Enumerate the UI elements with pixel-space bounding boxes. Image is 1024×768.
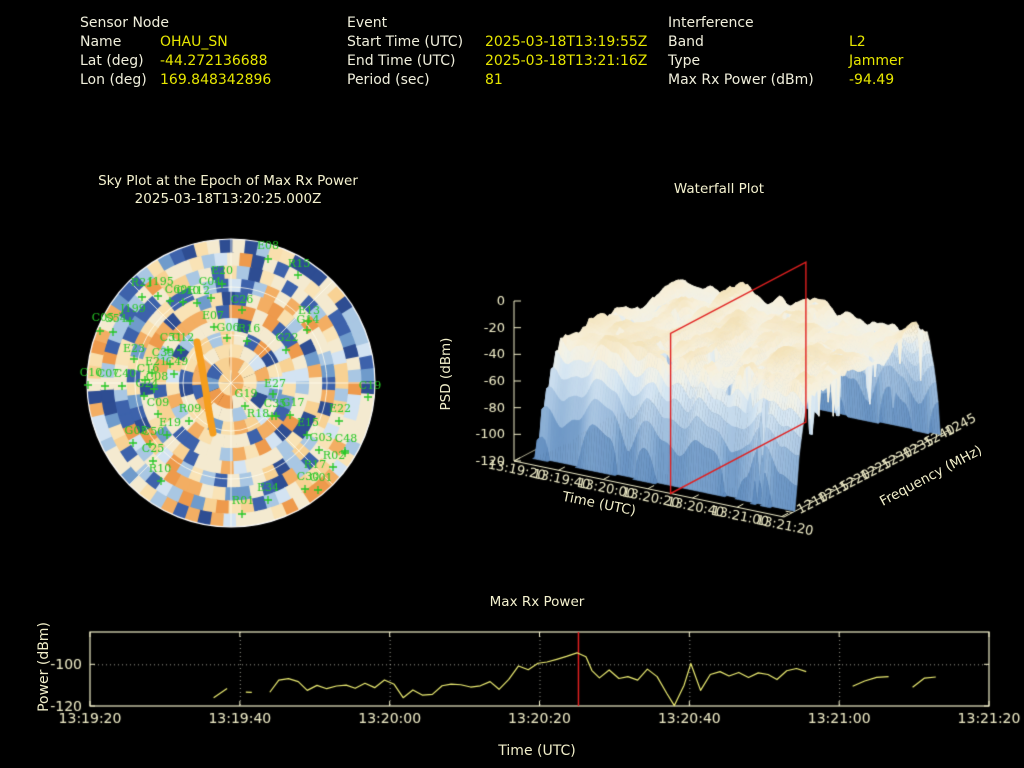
sensor-row-lat: Lat (deg) -44.272136688 — [80, 52, 271, 71]
rx-y-axis-label: Power (dBm) — [36, 622, 52, 712]
sensor-node-title: Sensor Node — [80, 15, 169, 31]
sensor-name-value: OHAU_SN — [160, 34, 228, 50]
interference-title: Interference — [668, 15, 754, 31]
event-row-start: Start Time (UTC) 2025-03-18T13:19:55Z — [347, 33, 647, 52]
interference-type-label: Type — [668, 53, 701, 69]
sensor-node-block: Sensor Node Name OHAU_SN Lat (deg) -44.272… — [80, 14, 271, 90]
waterfall-title: Waterfall Plot — [673, 181, 765, 197]
interference-type-value: Jammer — [849, 53, 904, 69]
sky-plot-canvas — [66, 218, 396, 548]
event-title: Event — [347, 15, 388, 31]
event-block: Event Start Time (UTC) 2025-03-18T13:19:5… — [347, 14, 647, 90]
event-period-label: Period (sec) — [347, 72, 430, 88]
interference-maxpower-value: -94.49 — [849, 72, 895, 88]
waterfall-z-axis-label: PSD (dBm) — [438, 337, 454, 411]
event-end-value: 2025-03-18T13:21:16Z — [485, 53, 648, 69]
sensor-lon-value: 169.848342896 — [160, 72, 272, 88]
sky-plot-subtitle: 2025-03-18T13:20:25.000Z — [134, 191, 322, 207]
event-row-end: End Time (UTC) 2025-03-18T13:21:16Z — [347, 52, 647, 71]
event-start-value: 2025-03-18T13:19:55Z — [485, 34, 648, 50]
interference-band-label: Band — [668, 34, 704, 50]
event-start-label: Start Time (UTC) — [347, 34, 464, 50]
event-end-label: End Time (UTC) — [347, 53, 456, 69]
rx-x-axis-label: Time (UTC) — [498, 743, 576, 759]
rx-chart-canvas — [28, 590, 1024, 768]
waterfall-canvas — [430, 230, 1024, 540]
sensor-row-lon: Lon (deg) 169.848342896 — [80, 71, 271, 90]
sensor-lon-label: Lon (deg) — [80, 72, 147, 88]
interference-band-value: L2 — [849, 34, 866, 50]
sky-plot-title: Sky Plot at the Epoch of Max Rx Power — [98, 173, 358, 189]
sensor-lat-value: -44.272136688 — [160, 53, 268, 69]
interference-row-type: Type Jammer — [668, 52, 903, 71]
event-period-value: 81 — [485, 72, 503, 88]
sensor-name-label: Name — [80, 34, 122, 50]
interference-maxpower-label: Max Rx Power (dBm) — [668, 72, 814, 88]
interference-maxpower-row: Max Rx Power (dBm) -94.49 — [668, 71, 903, 90]
sensor-row-name: Name OHAU_SN — [80, 33, 271, 52]
interference-row-band: Band L2 — [668, 33, 903, 52]
event-row-period: Period (sec) 81 — [347, 71, 647, 90]
sensor-lat-label: Lat (deg) — [80, 53, 144, 69]
interference-block: Interference Band L2 Type Jammer Max Rx Po… — [668, 14, 903, 90]
